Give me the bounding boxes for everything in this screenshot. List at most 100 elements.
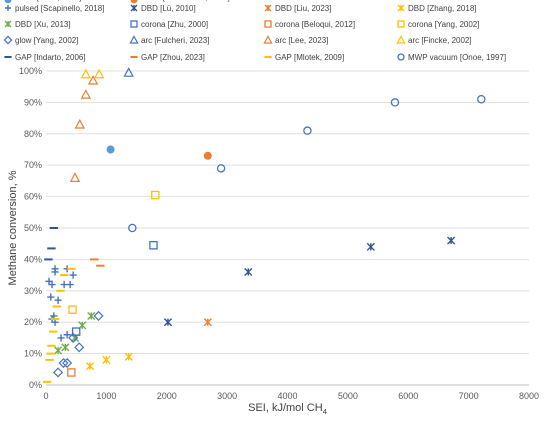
data-point	[123, 67, 134, 77]
legend-label: GAP [Zhou, 2023]	[141, 53, 205, 62]
data-point	[244, 267, 253, 277]
legend-entry: arc [Lee, 2023]	[263, 35, 328, 45]
legend-label: GAP [Indarto, 2006]	[15, 53, 86, 62]
legend-label: corona [Zhu, 2000]	[141, 20, 208, 29]
data-point	[366, 242, 375, 251]
data-point	[71, 327, 81, 336]
legend-label: corona [Yang, 2002]	[408, 20, 479, 29]
data-point	[87, 74, 99, 85]
legend-marker	[129, 35, 139, 44]
legend-label: GAP [Mlotek, 2009]	[275, 53, 344, 62]
data-point	[58, 357, 69, 369]
y-axis-title: Methane conversion, %	[7, 170, 19, 285]
data-point	[128, 223, 137, 233]
legend-entry: GAP [Mlotek, 2009]	[264, 53, 344, 62]
x-tick-label: 7000	[459, 391, 479, 401]
data-point	[124, 352, 133, 361]
legend-marker	[396, 35, 406, 44]
legend-entry: corona [Yang, 2002]	[397, 20, 479, 29]
legend-label: arc [Fincke, 2002]	[408, 36, 472, 45]
data-point	[53, 346, 63, 355]
legend-label: glow [Yang, 2002]	[15, 36, 78, 45]
data-point	[66, 280, 74, 289]
data-point	[47, 293, 55, 301]
data-point	[106, 145, 115, 154]
legend-entry: arc [Fulcheri, 2023]	[129, 35, 209, 45]
legend-entry: MWP vacuum [Onoe, 1997]	[397, 53, 506, 62]
data-point	[477, 95, 486, 104]
data-point	[149, 241, 158, 250]
legend-entry: corona [Zhu, 2000]	[130, 20, 208, 29]
data-point	[303, 126, 312, 135]
data-point	[80, 89, 92, 99]
legend-label: arc [Lee, 2023]	[275, 36, 328, 45]
data-point	[87, 311, 96, 321]
y-tick-label: 20%	[24, 317, 42, 327]
legend-entry: DBD [Xu, 2013]	[4, 20, 71, 29]
points-layer	[43, 67, 486, 383]
legend-entry: GAP [Zhou, 2023]	[130, 53, 205, 62]
data-point	[447, 236, 456, 245]
data-point	[60, 280, 68, 289]
data-point	[102, 355, 111, 364]
y-tick-label: 60%	[24, 192, 42, 202]
legend-marker	[130, 4, 138, 12]
y-tick-label: 100%	[19, 66, 42, 76]
y-tick-label: 30%	[24, 286, 42, 296]
legend-label: MWP [Shen, 2011]	[15, 0, 81, 2]
legend-label: MWP [Wnukowski, 2022]	[141, 0, 230, 2]
y-tick-label: 0%	[29, 380, 42, 390]
data-point	[48, 280, 56, 289]
data-point	[203, 318, 212, 327]
axis-layer: 0% 10% 20% 30% 40% 50% 60% 70% 80% 90% 100% 0 1000 20…	[19, 66, 539, 401]
legend-marker	[130, 20, 138, 28]
data-point	[61, 343, 70, 352]
legend-marker	[3, 35, 13, 45]
legend-label: DBD [Liu, 2023]	[275, 4, 331, 13]
data-point	[74, 342, 85, 353]
x-tick-label: 1000	[96, 391, 116, 401]
legend-entry: DBD [Liu, 2023]	[264, 4, 331, 13]
legend-label: pulsed [Scapinello, 2018]	[15, 4, 104, 13]
legend-entry: MWP [Wnukowski, 2022]	[130, 0, 230, 4]
legend-marker	[397, 20, 405, 28]
data-point	[62, 357, 73, 369]
legend-marker	[264, 4, 272, 12]
grid-layer	[46, 70, 529, 386]
legend-entry: corona [Beloqui, 2012]	[264, 20, 355, 29]
data-point	[216, 164, 226, 173]
legend-marker	[4, 0, 12, 4]
legend-marker	[397, 53, 405, 61]
x-tick-label: 5000	[338, 391, 358, 401]
y-tick-label: 90%	[24, 97, 42, 107]
legend-marker	[130, 0, 138, 4]
legend-entry: glow [Yang, 2002]	[3, 35, 78, 45]
y-tick-label: 70%	[24, 160, 42, 170]
y-tick-label: 80%	[24, 129, 42, 139]
data-point	[68, 305, 77, 314]
legend-marker	[263, 35, 273, 44]
data-point	[57, 334, 65, 342]
data-point	[53, 367, 64, 378]
x-tick-label: 2000	[157, 391, 177, 401]
legend-entry: GAP [Indarto, 2006]	[4, 53, 86, 62]
x-axis-title: SEI, kJ/mol CH4	[248, 402, 327, 416]
legend: pulsed [Scapinello, 2018] DBD [Lü, 2010] D…	[3, 0, 506, 62]
data-point	[203, 151, 212, 160]
x-tick-label: 6000	[398, 391, 418, 401]
legend-label: DBD [Xu, 2013]	[15, 20, 71, 29]
legend-marker	[397, 4, 405, 12]
x-tick-label: 4000	[277, 391, 297, 401]
x-tick-label: 0	[43, 391, 48, 401]
data-point	[93, 68, 105, 79]
data-point	[93, 310, 104, 321]
legend-label: MWP vacuum [Onoe, 1997]	[408, 53, 506, 62]
y-tick-label: 40%	[24, 254, 42, 264]
legend-marker	[264, 20, 272, 28]
y-tick-label: 50%	[24, 223, 42, 233]
data-point	[85, 362, 95, 371]
legend-label: DBD [Zhang, 2018]	[408, 4, 476, 13]
data-point	[80, 68, 92, 79]
data-point	[54, 296, 62, 304]
